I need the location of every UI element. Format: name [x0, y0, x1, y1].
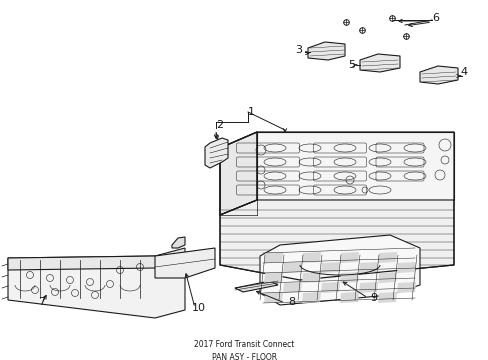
Polygon shape: [377, 252, 396, 263]
Text: 8: 8: [287, 297, 295, 307]
Polygon shape: [283, 282, 302, 293]
Polygon shape: [302, 272, 320, 283]
Polygon shape: [396, 262, 415, 273]
Polygon shape: [307, 42, 345, 60]
Polygon shape: [235, 281, 278, 292]
Text: 2: 2: [216, 120, 223, 130]
Polygon shape: [339, 272, 358, 283]
Polygon shape: [8, 256, 184, 318]
Text: 7: 7: [38, 297, 45, 307]
Text: 5: 5: [347, 60, 354, 70]
Polygon shape: [260, 235, 419, 305]
Polygon shape: [155, 248, 215, 278]
Polygon shape: [358, 262, 377, 273]
Text: 3: 3: [294, 45, 302, 55]
Text: 10: 10: [192, 303, 205, 313]
Text: 4: 4: [459, 67, 466, 77]
Polygon shape: [264, 252, 283, 263]
Polygon shape: [172, 237, 184, 248]
Polygon shape: [320, 262, 339, 273]
Text: 9: 9: [369, 293, 376, 303]
Polygon shape: [220, 132, 257, 215]
Polygon shape: [302, 292, 320, 303]
Polygon shape: [377, 292, 396, 303]
Polygon shape: [220, 200, 453, 280]
Polygon shape: [358, 282, 377, 293]
Polygon shape: [257, 132, 453, 200]
Polygon shape: [320, 282, 339, 293]
Polygon shape: [264, 292, 283, 303]
Polygon shape: [264, 272, 283, 283]
Polygon shape: [283, 262, 302, 273]
Polygon shape: [339, 252, 358, 263]
Polygon shape: [8, 248, 184, 270]
Polygon shape: [359, 54, 399, 72]
Polygon shape: [377, 272, 396, 283]
Polygon shape: [419, 66, 457, 84]
Text: 2017 Ford Transit Connect
PAN ASY - FLOOR
FV6Z-1711215-AD: 2017 Ford Transit Connect PAN ASY - FLOO…: [194, 340, 294, 360]
Text: 1: 1: [247, 107, 254, 117]
Polygon shape: [396, 282, 415, 293]
Polygon shape: [204, 138, 227, 168]
Polygon shape: [302, 252, 320, 263]
Text: 6: 6: [431, 13, 438, 23]
Polygon shape: [339, 292, 358, 303]
